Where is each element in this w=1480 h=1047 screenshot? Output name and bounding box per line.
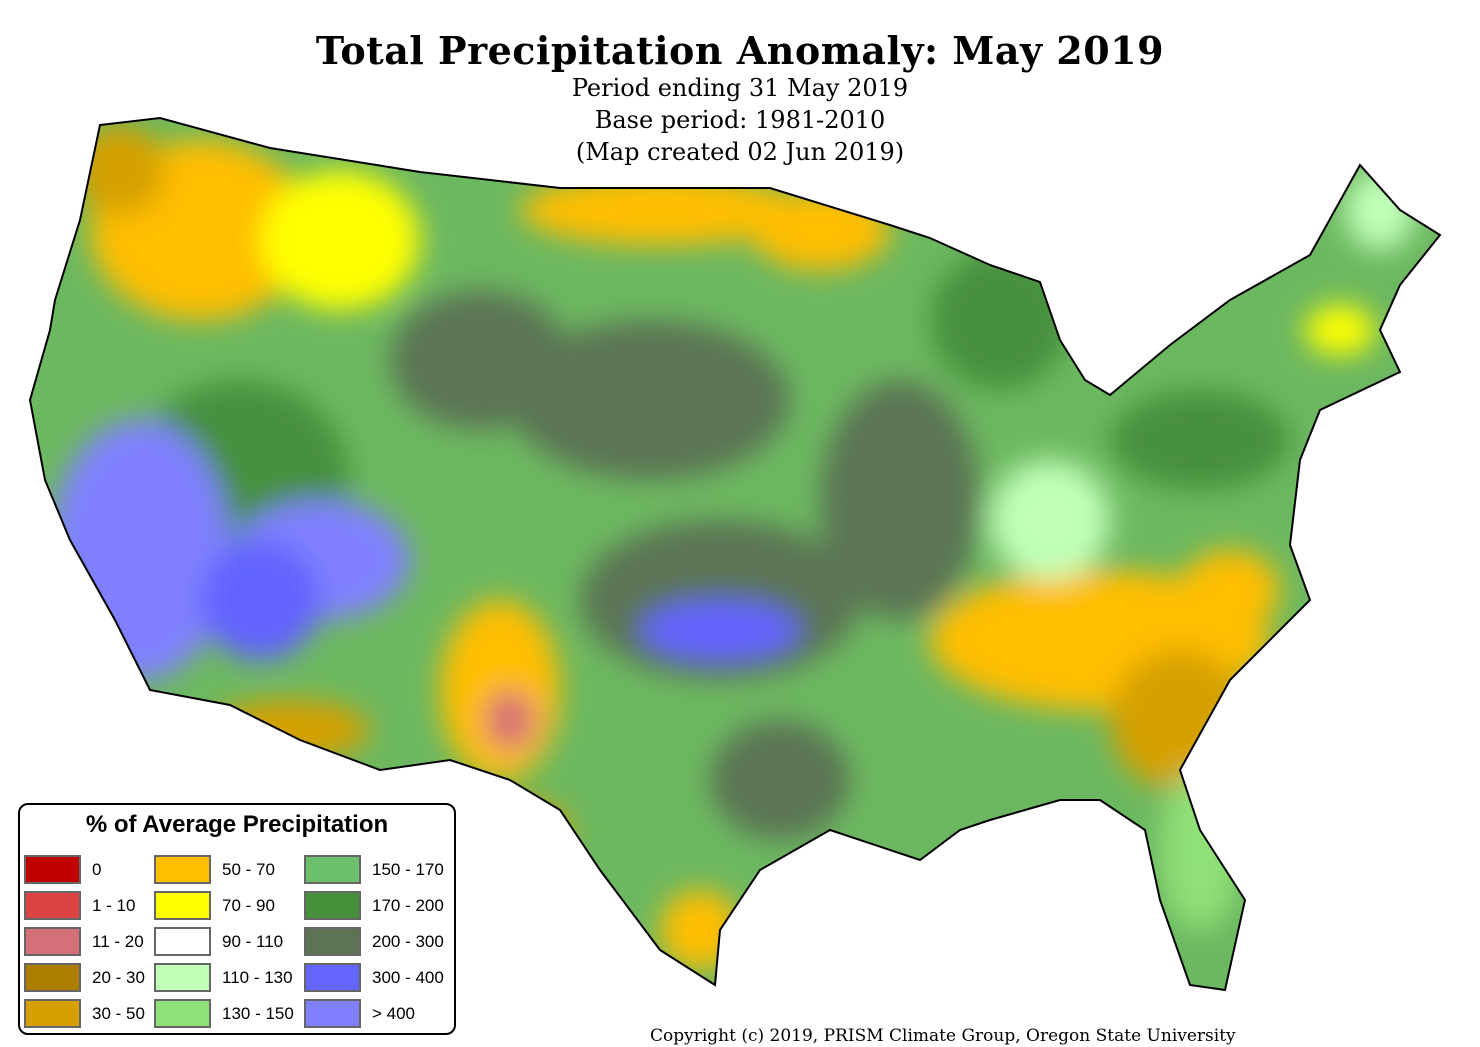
legend-swatch bbox=[154, 999, 211, 1028]
legend-item: 11 - 20 bbox=[24, 927, 144, 956]
legend-swatch bbox=[24, 927, 81, 956]
period-text: Period ending 31 May 2019 bbox=[571, 74, 909, 102]
legend-swatch bbox=[304, 891, 361, 920]
legend-item: 90 - 110 bbox=[154, 927, 283, 956]
legend-swatch bbox=[154, 855, 211, 884]
legend-item: 110 - 130 bbox=[154, 963, 293, 992]
legend-item: 130 - 150 bbox=[154, 999, 294, 1028]
legend-swatch bbox=[304, 927, 361, 956]
legend-swatch bbox=[304, 999, 361, 1028]
legend-label: 300 - 400 bbox=[372, 967, 444, 987]
map-title: Total Precipitation Anomaly: May 2019 bbox=[315, 28, 1165, 73]
legend-swatch bbox=[24, 999, 81, 1028]
legend-swatch bbox=[154, 963, 211, 992]
legend: % of Average Precipitation 0 1 - 10 11 - 2… bbox=[18, 803, 456, 1035]
legend-item: > 400 bbox=[304, 999, 415, 1028]
legend-swatch bbox=[304, 963, 361, 992]
created-date-text: (Map created 02 Jun 2019) bbox=[575, 138, 905, 166]
legend-item: 300 - 400 bbox=[304, 963, 444, 992]
legend-swatch bbox=[24, 891, 81, 920]
legend-item: 30 - 50 bbox=[24, 999, 145, 1028]
legend-swatch bbox=[154, 927, 211, 956]
base-period-text: Base period: 1981-2010 bbox=[594, 106, 886, 134]
legend-label: 110 - 130 bbox=[222, 967, 293, 987]
legend-label: 200 - 300 bbox=[372, 931, 444, 951]
copyright: Copyright (c) 2019, PRISM Climate Group,… bbox=[650, 1026, 1236, 1046]
legend-item: 200 - 300 bbox=[304, 927, 444, 956]
legend-label: > 400 bbox=[372, 1003, 416, 1023]
legend-label: 11 - 20 bbox=[92, 931, 144, 951]
legend-label: 30 - 50 bbox=[92, 1003, 145, 1023]
legend-swatch bbox=[154, 891, 211, 920]
legend-swatch bbox=[304, 855, 361, 884]
legend-item: 70 - 90 bbox=[154, 891, 275, 920]
legend-label: 20 - 30 bbox=[92, 967, 145, 987]
legend-item: 20 - 30 bbox=[24, 963, 145, 992]
legend-title: % of Average Precipitation bbox=[85, 811, 389, 838]
legend-item: 150 - 170 bbox=[304, 855, 444, 884]
legend-swatch bbox=[24, 855, 81, 884]
legend-label: 170 - 200 bbox=[372, 895, 444, 915]
legend-label: 70 - 90 bbox=[222, 895, 275, 915]
legend-label: 1 - 10 bbox=[92, 895, 136, 915]
legend-label: 50 - 70 bbox=[222, 859, 275, 879]
legend-label: 0 bbox=[92, 859, 102, 879]
legend-label: 130 - 150 bbox=[222, 1003, 294, 1023]
legend-swatch bbox=[24, 963, 81, 992]
legend-label: 90 - 110 bbox=[222, 931, 284, 951]
legend-item: 0 bbox=[24, 855, 101, 884]
legend-label: 150 - 170 bbox=[372, 859, 444, 879]
legend-item: 170 - 200 bbox=[304, 891, 444, 920]
legend-item: 50 - 70 bbox=[154, 855, 275, 884]
legend-item: 1 - 10 bbox=[24, 891, 135, 920]
